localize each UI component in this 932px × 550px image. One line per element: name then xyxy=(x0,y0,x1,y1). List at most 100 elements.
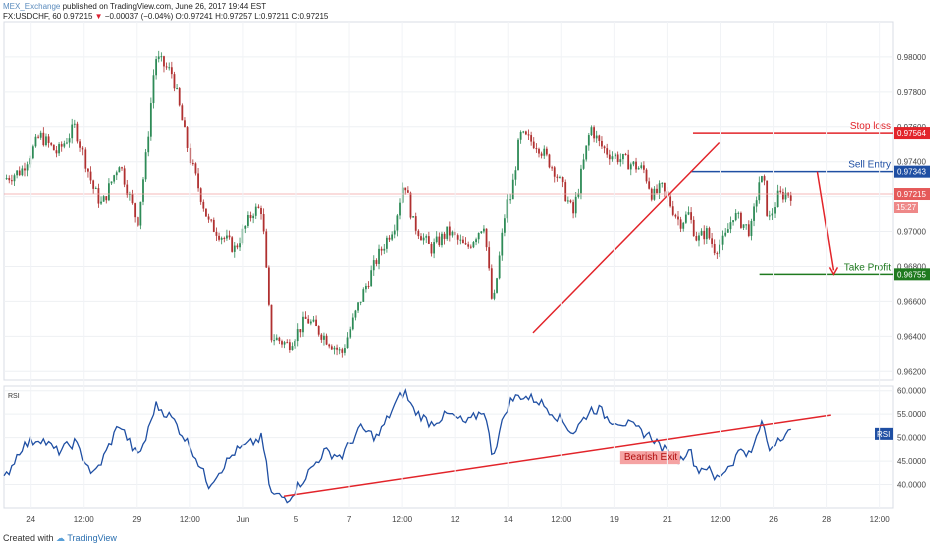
candle-body xyxy=(312,319,315,322)
candle-body xyxy=(572,202,574,214)
candle-body xyxy=(102,196,105,202)
rsi-badge-label: RSI xyxy=(877,430,890,439)
candle-body xyxy=(566,200,569,202)
candle-body xyxy=(511,179,514,200)
candle-body xyxy=(391,234,394,240)
time-tick-label: 5 xyxy=(294,515,299,524)
candle-body xyxy=(538,148,540,154)
candle-body xyxy=(323,335,325,340)
candle-body xyxy=(388,237,391,240)
candle-body xyxy=(296,329,299,342)
countdown-badge xyxy=(894,202,918,214)
price-grid xyxy=(3,21,894,381)
candle-body xyxy=(745,224,748,226)
candle-body xyxy=(564,182,567,202)
candle-body xyxy=(768,215,771,217)
last-price: 0.97215 xyxy=(63,12,93,21)
candle-body xyxy=(173,74,176,89)
candle-body xyxy=(703,230,706,240)
candle-body xyxy=(10,180,13,182)
candle-body xyxy=(732,220,734,223)
candle-body xyxy=(595,135,598,139)
candle-body xyxy=(97,188,100,204)
candle-body xyxy=(763,176,766,181)
candle-body xyxy=(789,195,792,201)
candle-body xyxy=(239,243,241,248)
candle-body xyxy=(527,134,530,136)
publisher-name[interactable]: MEX_Exchange xyxy=(3,2,61,11)
candle-body xyxy=(779,190,782,193)
candle-body xyxy=(149,103,152,137)
candle-body xyxy=(517,139,519,171)
candle-body xyxy=(197,173,199,189)
candle-body xyxy=(223,237,226,239)
candle-body xyxy=(380,248,383,251)
level-price-badge xyxy=(894,268,930,281)
candle-body xyxy=(451,231,454,236)
candle-body xyxy=(671,206,674,215)
candle-body xyxy=(191,163,194,165)
rsi-series xyxy=(3,387,791,504)
brand-name[interactable]: TradingView xyxy=(67,533,117,543)
candle-body xyxy=(205,208,207,217)
price-axis: 0.980000.978000.976000.974000.972000.970… xyxy=(894,53,930,376)
candle-body xyxy=(587,135,590,146)
level-label: Sell Entry xyxy=(848,160,891,171)
candle-body xyxy=(656,188,658,194)
candle-body xyxy=(556,176,559,178)
candle-body xyxy=(485,228,488,248)
price-tick-label: 0.96800 xyxy=(897,262,926,271)
candle-body xyxy=(577,193,580,197)
candle-body xyxy=(758,182,761,201)
price-chart[interactable]: Stop loss Sell Entry Take Profit 0.98000 0.… xyxy=(0,0,932,532)
time-tick-label: 12:00 xyxy=(180,515,201,524)
candle-body xyxy=(771,213,774,216)
rsi-tick-label: 40.0000 xyxy=(897,481,926,490)
candle-body xyxy=(281,341,283,345)
candle-body xyxy=(291,346,294,351)
candle-body xyxy=(469,246,472,248)
level-label: Take Profit xyxy=(844,262,891,273)
candle-body xyxy=(37,136,39,138)
candle-body xyxy=(383,248,386,251)
candle-body xyxy=(425,236,428,238)
candle-body xyxy=(467,244,470,247)
candle-body xyxy=(682,222,685,229)
candle-body xyxy=(530,135,533,142)
annotation-box xyxy=(619,451,680,465)
candle-body xyxy=(585,145,588,160)
candle-body xyxy=(406,190,409,193)
candle-body xyxy=(464,243,467,245)
time-tick-label: 7 xyxy=(347,515,352,524)
candle-body xyxy=(58,144,60,154)
candle-body xyxy=(165,66,168,68)
candle-body xyxy=(60,144,63,147)
candle-body xyxy=(661,182,664,184)
candle-body xyxy=(430,243,433,254)
candle-body xyxy=(640,165,643,168)
price-panel-border xyxy=(3,21,894,381)
candle-body xyxy=(231,237,234,252)
candle-body xyxy=(477,232,480,240)
candle-body xyxy=(435,236,438,243)
candle-body xyxy=(362,289,365,302)
candle-body xyxy=(210,219,213,221)
candle-body xyxy=(559,177,561,179)
time-tick-label: 28 xyxy=(822,515,831,524)
candle-body xyxy=(504,218,506,233)
candle-body xyxy=(357,302,359,311)
time-axis: 24 12:00 29 12:00 Jun 5 7 12:00 12 14 12:00 19 21 12:… xyxy=(26,22,890,524)
candle-body xyxy=(708,228,711,239)
candle-body xyxy=(378,248,380,264)
candle-body xyxy=(81,147,84,150)
candle-body xyxy=(611,156,614,160)
candle-body xyxy=(89,171,92,181)
candle-body xyxy=(273,340,276,342)
price-tick-label: 0.97000 xyxy=(897,228,926,237)
chart-header: MEX_Exchange published on TradingView.co… xyxy=(3,2,328,22)
candle-body xyxy=(729,222,732,230)
candle-body xyxy=(404,187,407,191)
candle-body xyxy=(278,337,281,342)
candle-body xyxy=(367,285,370,287)
candle-body xyxy=(713,243,716,254)
